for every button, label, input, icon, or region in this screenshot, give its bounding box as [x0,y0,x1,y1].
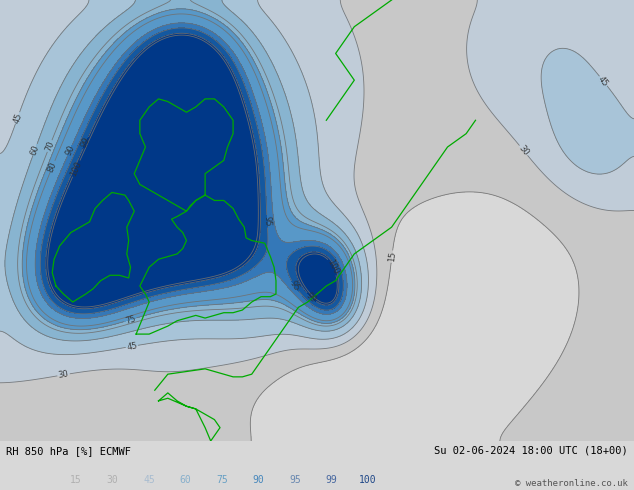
Text: 99: 99 [325,475,337,485]
Text: 30: 30 [58,369,70,380]
Text: 99: 99 [79,136,92,149]
Text: 80: 80 [46,160,58,173]
Text: 99: 99 [304,291,318,304]
Text: 95: 95 [262,216,272,227]
Text: 15: 15 [387,251,397,263]
Text: RH 850 hPa [%] ECMWF: RH 850 hPa [%] ECMWF [6,446,131,456]
Text: 100: 100 [325,258,340,276]
Text: 30: 30 [517,144,531,157]
Text: 45: 45 [597,74,610,88]
Text: 70: 70 [44,140,56,152]
Text: 15: 15 [70,475,82,485]
Text: 100: 100 [359,475,377,485]
Text: 95: 95 [289,475,301,485]
Text: © weatheronline.co.uk: © weatheronline.co.uk [515,479,628,488]
Text: 95: 95 [288,279,302,293]
Text: 60: 60 [179,475,191,485]
Text: 60: 60 [29,144,41,156]
Text: 45: 45 [143,475,155,485]
Text: 30: 30 [107,475,119,485]
Text: 75: 75 [216,475,228,485]
Text: 100: 100 [69,160,84,177]
Text: Su 02-06-2024 18:00 UTC (18+00): Su 02-06-2024 18:00 UTC (18+00) [434,446,628,456]
Text: 45: 45 [126,341,138,352]
Text: 90: 90 [63,144,76,157]
Text: 45: 45 [11,112,23,124]
Text: 90: 90 [252,475,264,485]
Text: 75: 75 [124,314,137,325]
